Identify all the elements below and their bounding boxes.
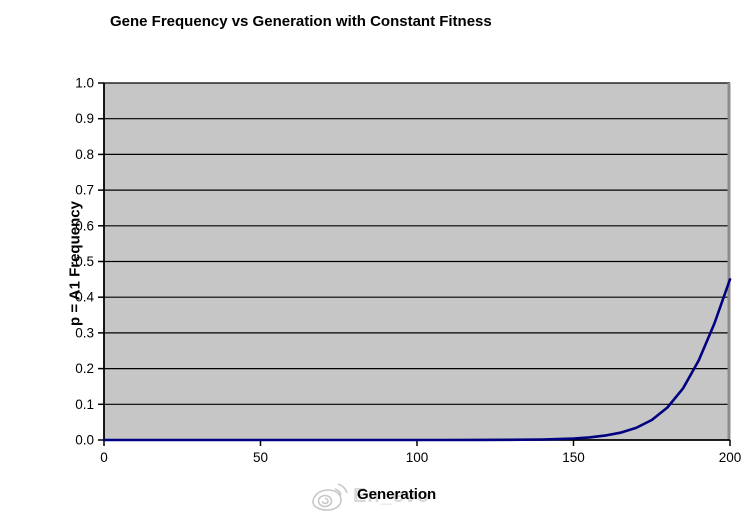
- y-tick-label: 0.7: [75, 183, 94, 198]
- x-tick-label: 100: [406, 450, 429, 465]
- x-tick-label: 150: [562, 450, 585, 465]
- watermark: En_evo: [311, 481, 430, 511]
- y-tick-label: 0.9: [75, 111, 94, 126]
- y-tick-label: 0.1: [75, 397, 94, 412]
- x-tick-label: 0: [100, 450, 108, 465]
- y-tick-label: 0.5: [75, 254, 94, 269]
- y-tick-label: 0.6: [75, 218, 94, 233]
- chart-title: Gene Frequency vs Generation with Consta…: [110, 13, 492, 30]
- x-tick-label: 200: [719, 450, 742, 465]
- y-tick-label: 0.3: [75, 325, 94, 340]
- y-tick-label: 0.4: [75, 290, 94, 305]
- y-tick-label: 0.2: [75, 361, 94, 376]
- y-tick-label: 0.0: [75, 433, 94, 448]
- weibo-logo-icon: [312, 483, 348, 511]
- frequency-curve: [102, 278, 732, 442]
- y-tick-label: 1.0: [75, 76, 94, 91]
- x-tick-label: 50: [253, 450, 268, 465]
- watermark-text: En_evo: [353, 484, 431, 507]
- x-axis-title: Generation: [357, 486, 437, 503]
- y-tick-label: 0.8: [75, 147, 94, 162]
